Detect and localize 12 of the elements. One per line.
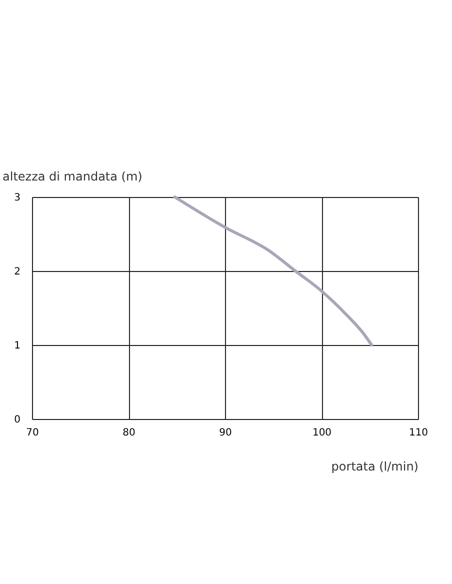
y-tick-label: 0 (14, 414, 20, 426)
x-axis-title: portata (l/min) (331, 460, 418, 474)
x-tick-label: 90 (219, 428, 232, 438)
y-axis-title: altezza di mandata (m) (2, 170, 142, 184)
y-tick-label: 3 (14, 192, 20, 204)
y-tick-label: 2 (14, 266, 20, 278)
line-series (173, 196, 374, 346)
x-tick-label: 110 (408, 428, 428, 438)
x-tick-label: 70 (26, 428, 39, 438)
x-tick-label: 100 (312, 428, 332, 438)
y-tick-label: 1 (14, 340, 20, 352)
x-tick-label: 80 (122, 428, 136, 438)
